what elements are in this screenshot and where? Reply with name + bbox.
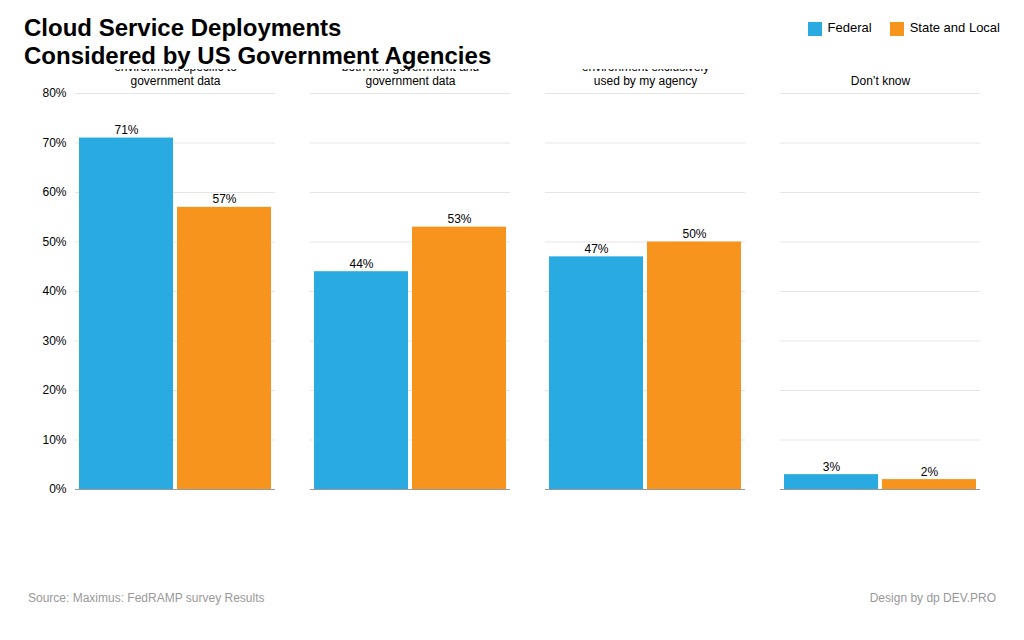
svg-text:2%: 2% <box>921 465 939 479</box>
html-text:Source: Maximus: FedRAMP surve: Source: Maximus: FedRAMP survey Results <box>28 591 265 606</box>
html-text:State and Local: State and Local <box>909 20 1000 35</box>
svg-text:80%: 80% <box>42 87 66 101</box>
svg-text:10%: 10% <box>42 433 66 447</box>
svg-text:57%: 57% <box>212 193 236 207</box>
svg-text:Government-onlycommunity cloud: Government-onlycommunity cloud:Cloudenvi… <box>114 69 237 88</box>
svg-text:60%: 60% <box>42 186 66 200</box>
svg-text:Private cloud:Cloudenvironment: Private cloud:Cloudenvironment exclusive… <box>582 69 709 88</box>
svg-text:20%: 20% <box>42 384 66 398</box>
svg-text:3%: 3% <box>823 460 841 474</box>
svg-text:30%: 30% <box>42 334 66 348</box>
svg-text:71%: 71% <box>114 123 138 137</box>
svg-text:0%: 0% <box>49 483 67 497</box>
svg-text:70%: 70% <box>42 136 66 150</box>
html-text:Federal: Federal <box>827 20 872 35</box>
svg-text:40%: 40% <box>42 285 66 299</box>
html-text:Design by dp DEV.PRO: Design by dp DEV.PRO <box>869 591 996 606</box>
svg-text:44%: 44% <box>349 257 373 271</box>
svg-text:Public cloud:Cloudenvironment: Public cloud:Cloudenvironment available … <box>342 69 479 88</box>
svg-text:Don’t know: Don’t know <box>851 74 911 88</box>
html-text:Cloud Service Deployments Cons: Cloud Service Deployments Considered by … <box>24 14 492 69</box>
svg-text:50%: 50% <box>42 235 66 249</box>
svg-text:50%: 50% <box>682 227 706 241</box>
svg-text:47%: 47% <box>584 242 608 256</box>
svg-text:53%: 53% <box>447 212 471 226</box>
